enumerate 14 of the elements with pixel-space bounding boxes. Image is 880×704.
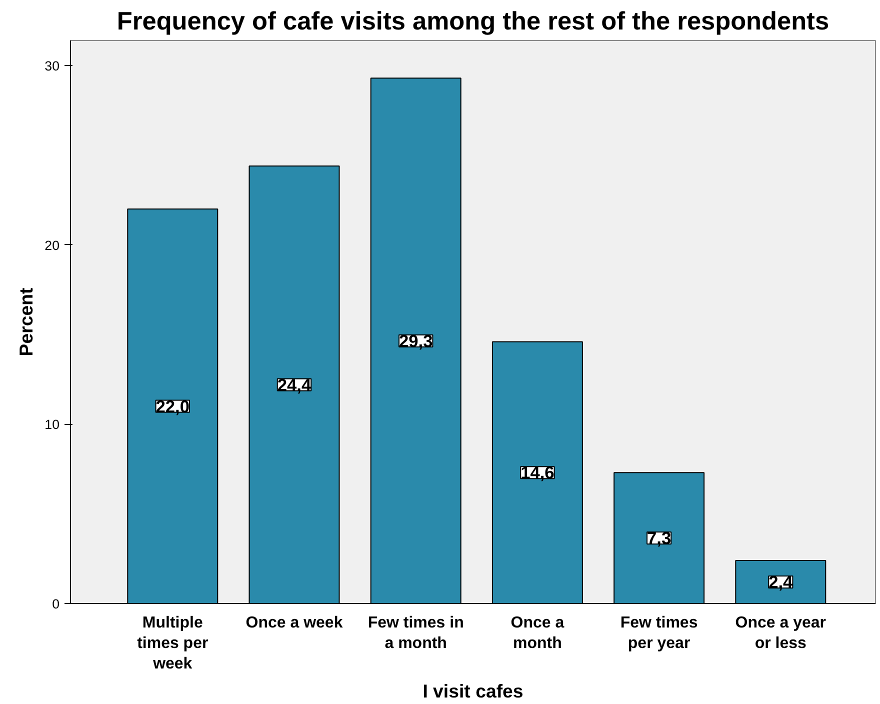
y-tick-label: 30 — [44, 58, 60, 74]
x-tick-label: Once a week — [246, 614, 343, 632]
y-axis-title: Percent — [16, 288, 37, 356]
y-tick-label: 0 — [52, 596, 60, 612]
x-tick-label: Few times per year — [620, 614, 698, 652]
x-tick-label: Multiple times per week — [137, 614, 208, 672]
y-tick-label: 20 — [44, 238, 60, 253]
y-tick-label: 10 — [44, 417, 60, 432]
x-tick-label: Once a month — [510, 614, 564, 652]
data-label: 14,6 — [520, 462, 555, 483]
chart-title: Frequency of cafe visits among the rest of the respondents — [116, 8, 830, 36]
x-axis-title: I visit cafes — [422, 680, 524, 702]
x-tick-label: Once a year or less — [735, 614, 826, 652]
x-tick-label: Few times in a month — [368, 614, 464, 652]
